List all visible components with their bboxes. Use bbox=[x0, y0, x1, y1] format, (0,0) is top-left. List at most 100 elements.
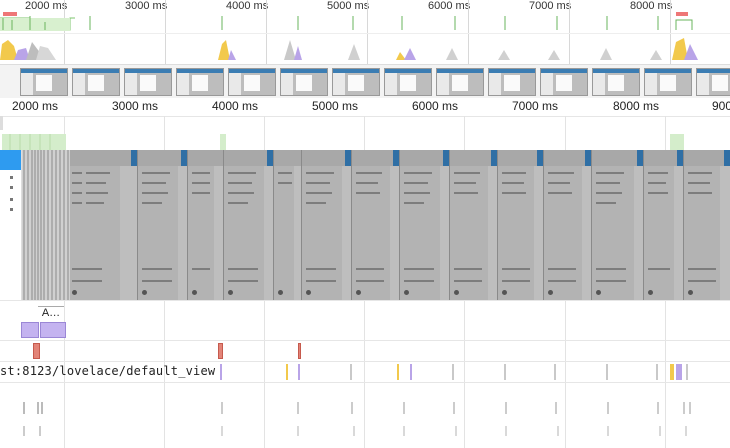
fps-red-marker bbox=[3, 12, 17, 16]
event-tick[interactable] bbox=[606, 364, 608, 380]
screenshots-track[interactable] bbox=[0, 150, 730, 300]
cpu-rendering-area bbox=[404, 48, 416, 60]
overview-time-label: 6000 ms bbox=[428, 0, 471, 12]
screenshot-frame[interactable] bbox=[224, 150, 274, 300]
overview-gridline bbox=[670, 0, 671, 64]
event-tick[interactable] bbox=[298, 364, 300, 380]
network-request-bar bbox=[670, 134, 684, 150]
fps-red-marker bbox=[676, 12, 688, 16]
task-label[interactable]: A… bbox=[38, 306, 64, 321]
filmstrip-thumbnail[interactable] bbox=[228, 68, 276, 96]
filmstrip-thumbnail[interactable] bbox=[644, 68, 692, 96]
fps-tick bbox=[675, 19, 693, 30]
cpu-other-area bbox=[446, 48, 458, 60]
overview-gridline bbox=[468, 0, 469, 64]
timeline-overview[interactable]: 2000 ms 3000 ms 4000 ms 5000 ms 6000 ms … bbox=[0, 0, 730, 100]
event-tick[interactable] bbox=[286, 364, 288, 380]
filmstrip-thumbnail[interactable] bbox=[592, 68, 640, 96]
cpu-activity-chart bbox=[0, 33, 730, 60]
screenshot-frame[interactable] bbox=[352, 150, 400, 300]
network-request-bar bbox=[220, 134, 226, 150]
screenshot-frame[interactable] bbox=[644, 150, 684, 300]
long-task-marker[interactable] bbox=[218, 343, 223, 359]
main-thread-url[interactable]: st:8123/lovelace/default_view bbox=[0, 364, 216, 378]
cpu-scripting-area bbox=[396, 52, 406, 60]
overview-time-label: 8000 ms bbox=[630, 0, 673, 12]
event-tick[interactable] bbox=[656, 364, 658, 380]
overview-time-label: 7000 ms bbox=[529, 0, 572, 12]
event-tick[interactable] bbox=[504, 364, 506, 380]
cpu-scripting-area bbox=[0, 40, 18, 60]
screenshot-frame[interactable] bbox=[544, 150, 592, 300]
cpu-other-area bbox=[548, 50, 560, 60]
cpu-rendering-area bbox=[294, 46, 302, 60]
sidebar-dot bbox=[10, 198, 13, 201]
screenshot-frame[interactable] bbox=[592, 150, 644, 300]
filmstrip-thumbnail[interactable] bbox=[332, 68, 380, 96]
screenshot-frame[interactable] bbox=[450, 150, 498, 300]
screenshot-filmstrip[interactable] bbox=[0, 64, 730, 100]
event-tick[interactable] bbox=[452, 364, 454, 380]
time-ruler[interactable]: 2000 ms 3000 ms 4000 ms 5000 ms 6000 ms … bbox=[0, 98, 730, 117]
event-tick[interactable] bbox=[397, 364, 399, 380]
event-tick[interactable] bbox=[670, 364, 674, 380]
ruler-time-label: 5000 ms bbox=[312, 99, 359, 113]
fps-chart bbox=[0, 12, 693, 31]
screenshot-frame[interactable] bbox=[68, 150, 138, 300]
cpu-other-area bbox=[498, 50, 510, 60]
ruler-time-label: 4000 ms bbox=[212, 99, 259, 113]
filmstrip-thumbnail[interactable] bbox=[488, 68, 536, 96]
filmstrip-thumbnail[interactable] bbox=[176, 68, 224, 96]
filmstrip-thumbnail[interactable] bbox=[540, 68, 588, 96]
screenshot-frame[interactable] bbox=[302, 150, 352, 300]
long-task-marker[interactable] bbox=[33, 343, 40, 359]
filmstrip-thumbnail[interactable] bbox=[280, 68, 328, 96]
filmstrip-thumbnail[interactable] bbox=[384, 68, 432, 96]
event-tick[interactable] bbox=[350, 364, 352, 380]
track-separator bbox=[0, 300, 730, 301]
overview-gridline bbox=[266, 0, 267, 64]
rendering-task-block[interactable] bbox=[40, 322, 66, 338]
overview-time-label: 5000 ms bbox=[327, 0, 370, 12]
cpu-scripting-area bbox=[218, 40, 230, 60]
event-tick[interactable] bbox=[676, 364, 682, 380]
cpu-rendering-area bbox=[684, 44, 698, 60]
screenshot-frame[interactable] bbox=[138, 150, 188, 300]
ruler-time-label: 900 bbox=[712, 99, 730, 113]
cpu-scripting-area bbox=[672, 38, 688, 60]
cpu-other-area bbox=[284, 40, 296, 60]
sidebar-dot bbox=[10, 186, 13, 189]
screenshot-burst[interactable] bbox=[22, 150, 70, 300]
track-separator bbox=[0, 361, 730, 362]
filmstrip-thumbnail[interactable] bbox=[696, 68, 730, 96]
screenshot-frame[interactable] bbox=[188, 150, 224, 300]
ruler-time-label: 7000 ms bbox=[512, 99, 559, 113]
first-frame-sidebar bbox=[0, 150, 22, 300]
track-separator bbox=[0, 340, 730, 341]
filmstrip-thumbnail[interactable] bbox=[436, 68, 484, 96]
cpu-other-area bbox=[348, 44, 360, 60]
event-tick[interactable] bbox=[686, 364, 688, 380]
overview-gridline bbox=[64, 0, 65, 64]
ruler-time-label: 2000 ms bbox=[12, 99, 59, 113]
screenshot-frame[interactable] bbox=[400, 150, 450, 300]
event-tick[interactable] bbox=[410, 364, 412, 380]
filmstrip-thumbnail[interactable] bbox=[124, 68, 172, 96]
ruler-time-label: 6000 ms bbox=[412, 99, 459, 113]
filmstrip-thumbnail[interactable] bbox=[20, 68, 68, 96]
event-tick[interactable] bbox=[220, 364, 222, 380]
overview-gridline bbox=[367, 0, 368, 64]
event-tick[interactable] bbox=[554, 364, 556, 380]
network-request-bar bbox=[2, 134, 66, 150]
cpu-rendering-area bbox=[14, 48, 30, 60]
screenshot-frame[interactable] bbox=[498, 150, 544, 300]
screenshot-frame[interactable] bbox=[274, 150, 302, 300]
overview-time-label: 4000 ms bbox=[226, 0, 269, 12]
fps-area-fill bbox=[0, 18, 70, 31]
overview-gridline bbox=[165, 0, 166, 64]
overview-gridline bbox=[569, 0, 570, 64]
filmstrip-thumbnail[interactable] bbox=[72, 68, 120, 96]
long-task-marker[interactable] bbox=[298, 343, 301, 359]
screenshot-frame[interactable] bbox=[684, 150, 730, 300]
rendering-task-block[interactable] bbox=[21, 322, 39, 338]
